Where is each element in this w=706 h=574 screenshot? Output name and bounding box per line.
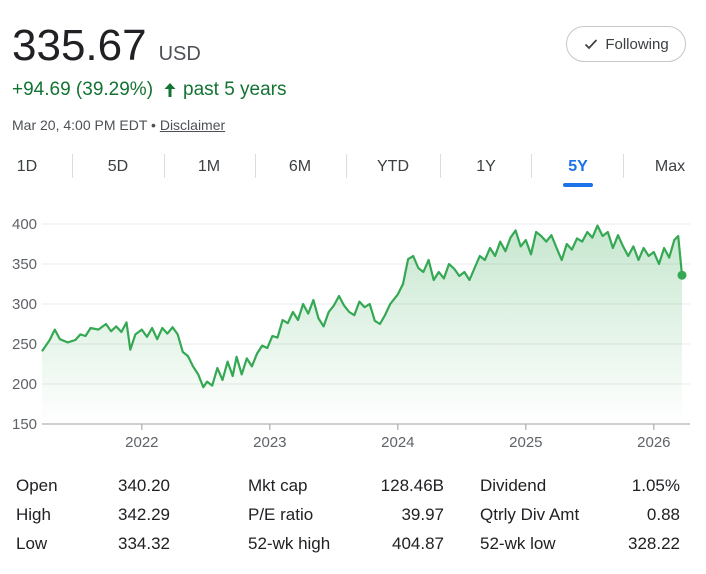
stat-value-mkt-cap: 128.46B (380, 476, 444, 495)
y-tick-label: 150 (12, 416, 37, 433)
tab-separator (623, 154, 624, 178)
tab-separator (164, 154, 165, 178)
quote-timestamp: Mar 20, 4:00 PM EDT (12, 117, 148, 133)
tab-separator (531, 154, 532, 178)
x-tick-label: 2022 (125, 434, 158, 451)
range-tab-max[interactable]: Max (654, 158, 686, 175)
stats-row: High 342.29 P/E ratio 39.97 Qtrly Div Amt 0.8… (0, 505, 706, 533)
stat-value-high: 342.29 (118, 505, 170, 524)
price-header: 335.67 USD (12, 20, 201, 72)
tab-separator (72, 154, 73, 178)
change-period: past 5 years (183, 79, 287, 100)
change-value: +94.69 (39.29%) (12, 79, 154, 100)
disclaimer-link[interactable]: Disclaimer (159, 117, 226, 133)
range-tab-1y[interactable]: 1Y (476, 158, 496, 175)
stat-label-low: Low (16, 534, 48, 553)
stat-value-52-wk-low: 328.22 (628, 534, 680, 553)
stat-label-high: High (16, 505, 51, 524)
stat-label-open: Open (16, 476, 58, 495)
range-tabs: 1D 5D 1M 6M YTD 1Y 5Y Max (0, 150, 706, 188)
stats-row: Low 334.32 52-wk high 404.87 52-wk low 328.22 (0, 534, 706, 562)
last-price-point (677, 270, 687, 280)
y-tick-label: 300 (12, 296, 37, 313)
range-tab-6m[interactable]: 6M (288, 158, 312, 175)
range-tab-ytd[interactable]: YTD (377, 158, 409, 175)
range-tab-1d[interactable]: 1D (16, 158, 38, 175)
y-tick-label: 200 (12, 376, 37, 393)
stat-label-qtrly-div-amt: Qtrly Div Amt (480, 505, 580, 524)
currency-label: USD (158, 43, 201, 65)
tab-separator (346, 154, 347, 178)
price-line-group (41, 224, 687, 389)
meta-separator: • (151, 117, 156, 133)
range-tab-5d[interactable]: 5D (107, 158, 129, 175)
stat-value-qtrly-div-amt: 0.88 (646, 505, 680, 524)
y-tick-label: 350 (12, 256, 37, 273)
stat-label-dividend: Dividend (480, 476, 547, 495)
tab-separator (440, 154, 441, 178)
following-button-label: Following (605, 35, 669, 53)
stat-label-mkt-cap: Mkt cap (248, 476, 308, 495)
x-tick-label: 2023 (253, 434, 286, 451)
x-tick-label: 2025 (509, 434, 542, 451)
price-area (42, 225, 682, 424)
x-axis-ticks: 2022 2023 2024 2025 2026 (125, 424, 671, 451)
price-chart: 150 200 250 300 350 400 2022 2023 2024 2025 2026 (12, 216, 690, 451)
checkmark-icon (585, 39, 598, 50)
stat-label-52-wk-high: 52-wk high (248, 534, 331, 553)
stat-value-52-wk-high: 404.87 (392, 534, 444, 553)
stat-value-low: 334.32 (118, 534, 170, 553)
y-tick-label: 400 (12, 216, 37, 233)
current-price: 335.67 (12, 21, 147, 70)
range-tab-1m[interactable]: 1M (197, 158, 221, 175)
price-area-fill (42, 225, 682, 424)
stat-value-p-e-ratio: 39.97 (401, 505, 444, 524)
y-tick-label: 250 (12, 336, 37, 353)
stats-row: Open 340.20 Mkt cap 128.46B Dividend 1.05% (0, 476, 706, 504)
price-line (41, 224, 684, 389)
tab-separator (255, 154, 256, 178)
stat-value-open: 340.20 (118, 476, 170, 495)
price-change: +94.69 (39.29%) past 5 years (12, 79, 287, 101)
stat-value-dividend: 1.05% (631, 476, 680, 495)
following-button[interactable]: Following (566, 26, 686, 62)
y-axis-ticks: 150 200 250 300 350 400 (12, 216, 37, 433)
stat-label-p-e-ratio: P/E ratio (248, 505, 314, 524)
active-tab-indicator (563, 183, 593, 187)
quote-meta: Mar 20, 4:00 PM EDT • Disclaimer (12, 117, 225, 133)
arrow-up-icon (164, 83, 176, 97)
stat-label-52-wk-low: 52-wk low (480, 534, 556, 553)
x-tick-label: 2024 (381, 434, 414, 451)
range-tab-5y[interactable]: 5Y (568, 158, 588, 175)
x-tick-label: 2026 (637, 434, 670, 451)
